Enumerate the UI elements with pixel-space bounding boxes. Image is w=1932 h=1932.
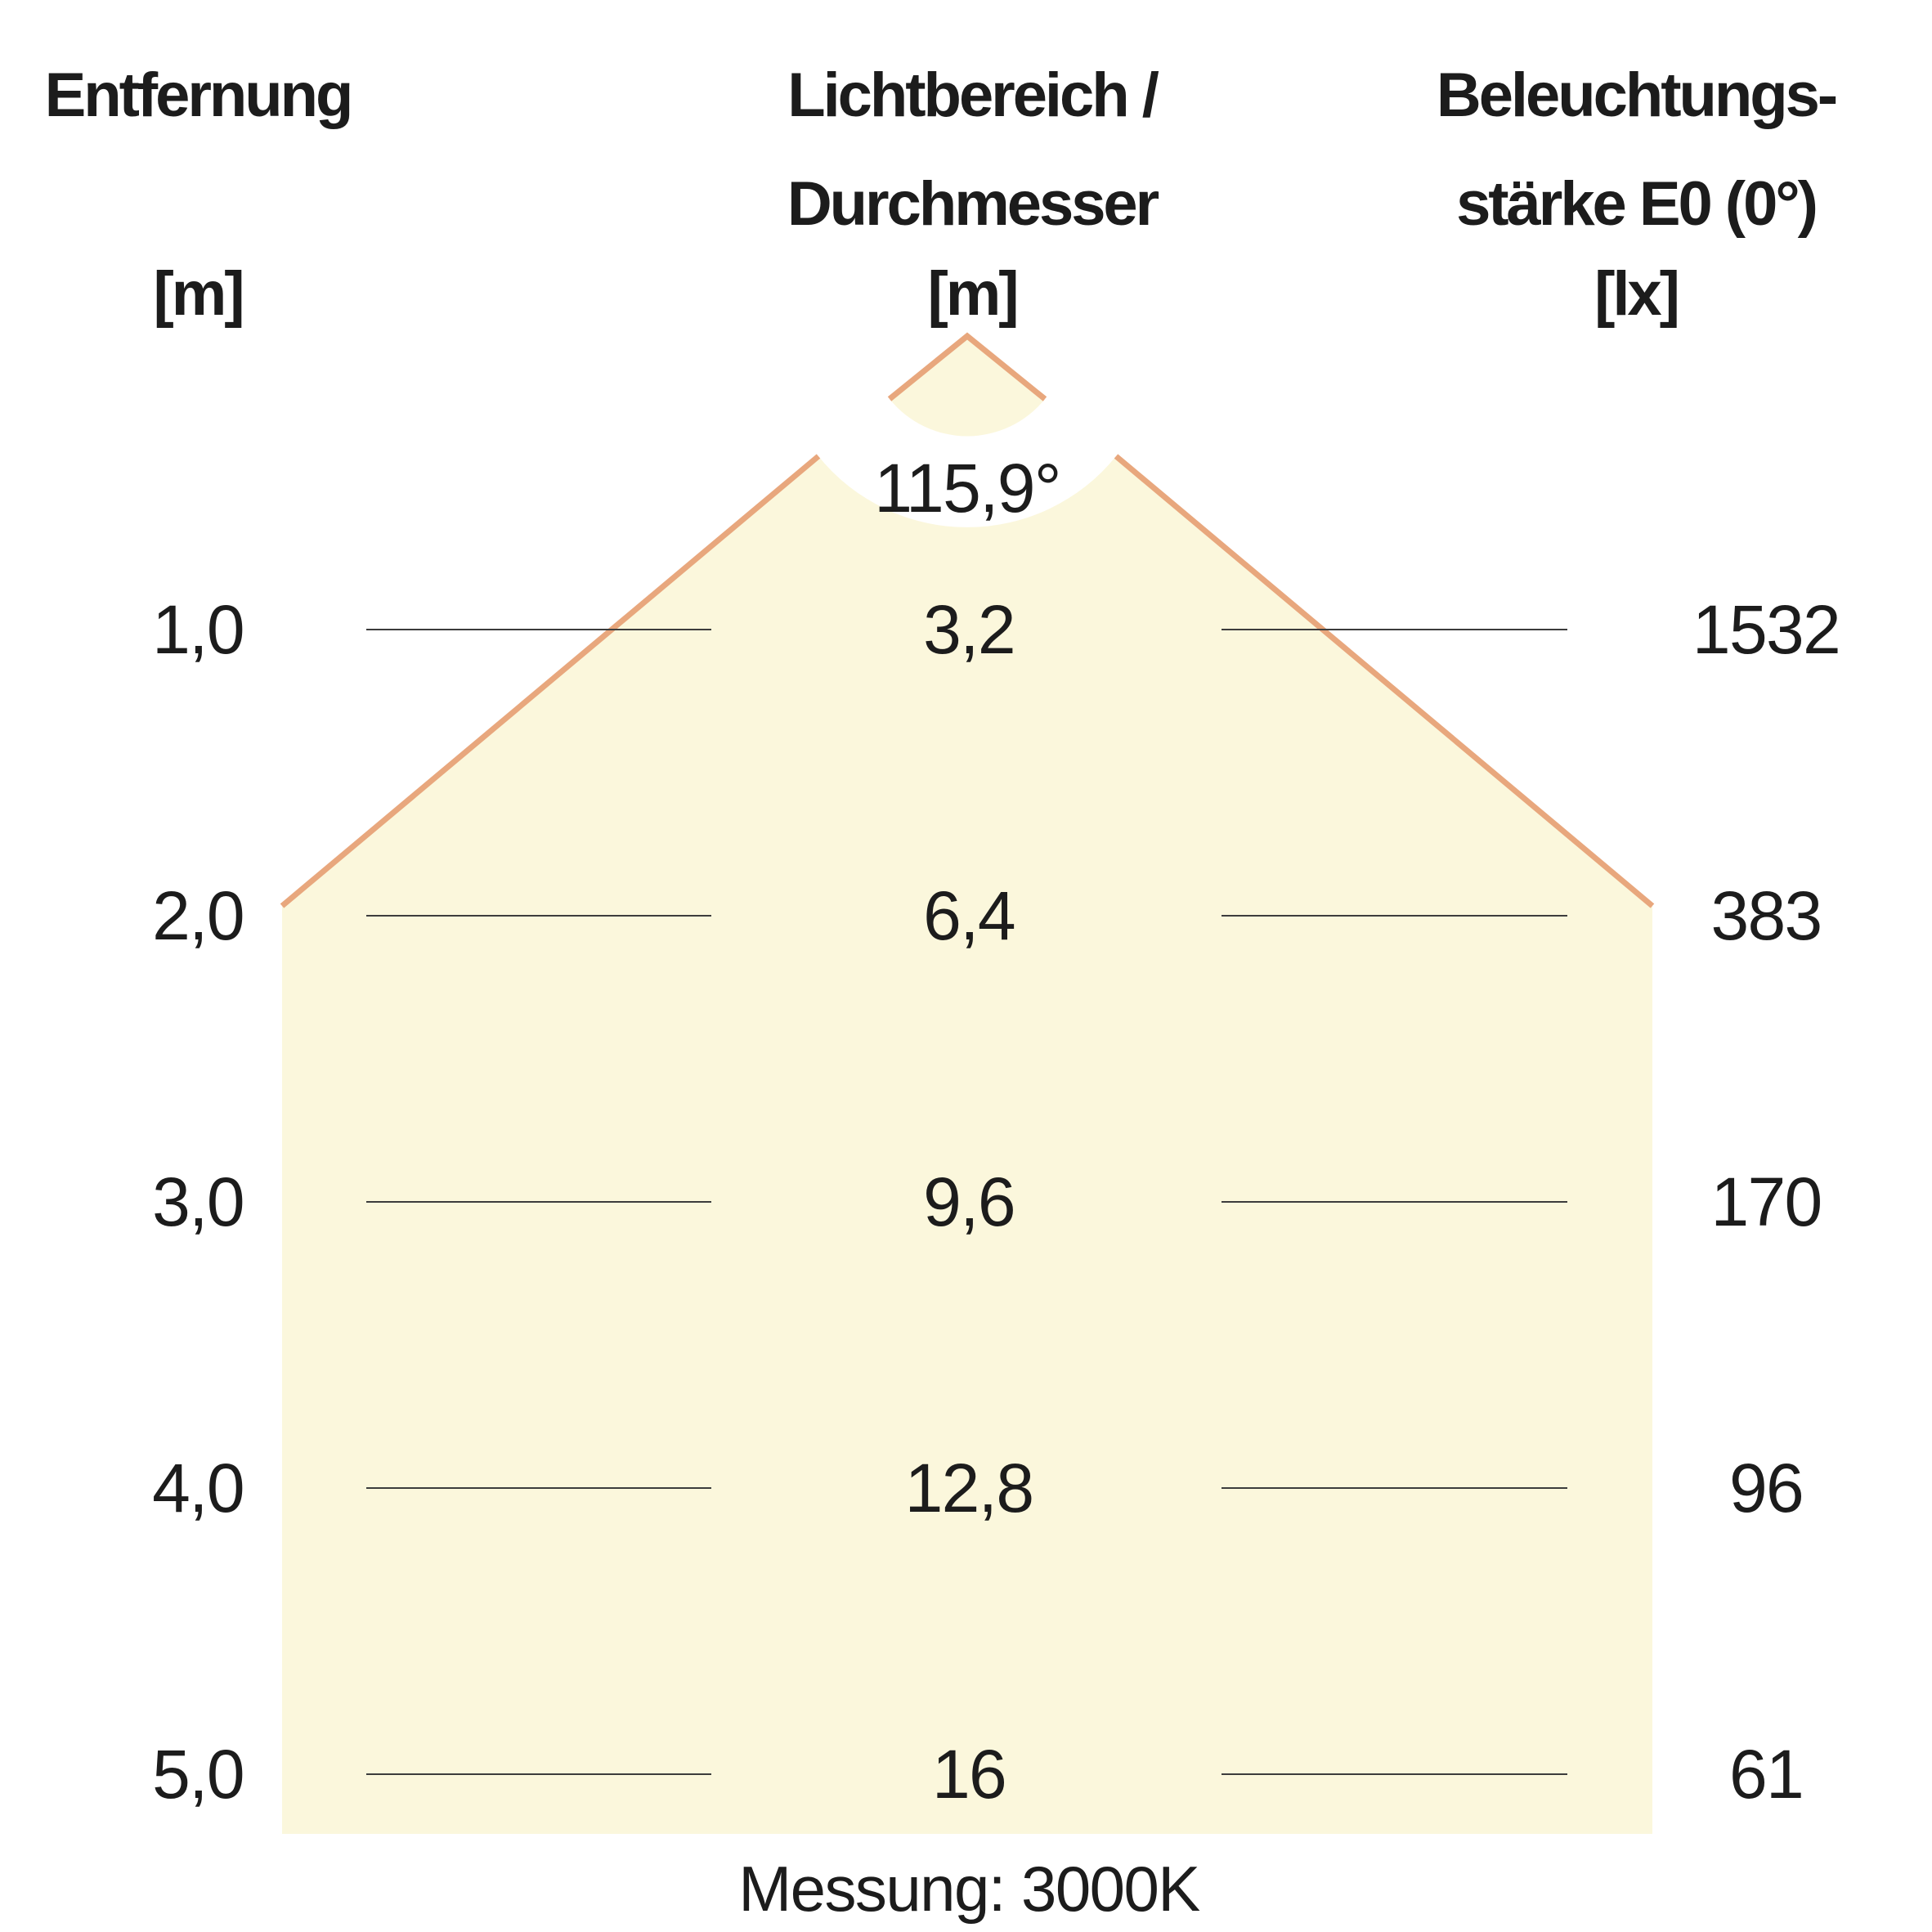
distance-label: 4,0 (152, 1450, 244, 1526)
diameter-value: 3,2 (923, 591, 1015, 668)
cone-edge-right (1114, 454, 1655, 908)
header-distance-unit: [m] (153, 259, 244, 329)
measurement-note: Messung: 3000K (738, 1853, 1200, 1925)
row-line-left (366, 915, 711, 917)
row-line-right (1222, 1487, 1567, 1489)
source-fan-shape (890, 336, 1045, 437)
row-line-right (1222, 1201, 1567, 1203)
diameter-value: 16 (931, 1736, 1007, 1813)
distance-label: 3,0 (152, 1163, 244, 1240)
illuminance-value: 383 (1710, 877, 1822, 954)
row-line-left (366, 1487, 711, 1489)
distance-label: 1,0 (152, 591, 244, 668)
beam-angle-label: 115,9° (874, 450, 1061, 527)
diameter-value: 9,6 (923, 1163, 1015, 1240)
row-line-left (366, 1773, 711, 1775)
cone-edge-left (280, 454, 821, 908)
row-line-left (366, 629, 711, 630)
row-line-left (366, 1201, 711, 1203)
header-illuminance-title-line2: stärke E0 (0°) (1456, 169, 1818, 239)
illuminance-value: 170 (1710, 1163, 1822, 1240)
distance-label: 5,0 (152, 1736, 244, 1813)
illuminance-value: 96 (1728, 1450, 1804, 1526)
illuminance-value: 61 (1728, 1736, 1804, 1813)
header-diameter-title-line1: Lichtbereich / (787, 61, 1159, 130)
diameter-value: 6,4 (923, 877, 1015, 954)
diameter-value: 12,8 (904, 1450, 1034, 1526)
header-illuminance-title-line1: Beleuchtungs- (1436, 61, 1838, 130)
distance-label: 2,0 (152, 877, 244, 954)
header-distance-title: Entfernung (44, 61, 354, 130)
header-diameter-title-line2: Durchmesser (787, 169, 1159, 239)
row-line-right (1222, 629, 1567, 630)
cone-body-shape (282, 456, 1652, 1834)
row-line-right (1222, 1773, 1567, 1775)
illuminance-value: 1532 (1692, 591, 1841, 668)
source-fan-stroke (887, 332, 1047, 401)
row-line-right (1222, 915, 1567, 917)
header-illuminance-unit: [lx] (1594, 259, 1680, 329)
header-diameter-unit: [m] (927, 259, 1019, 329)
